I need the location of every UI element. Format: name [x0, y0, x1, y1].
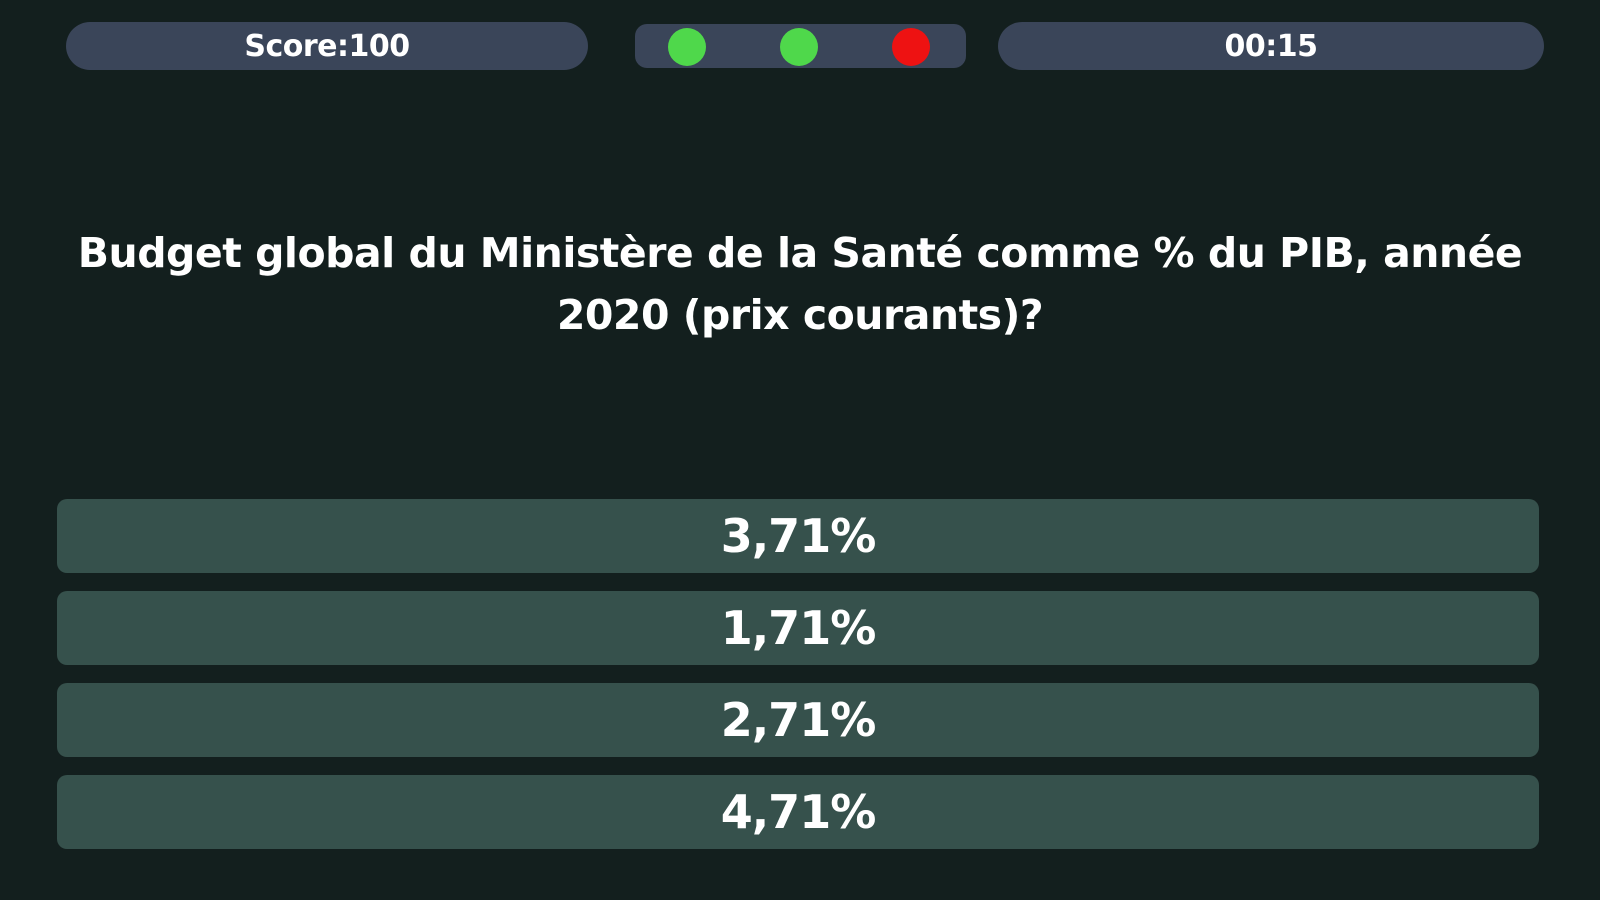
answer-label: 1,71% — [720, 601, 877, 655]
progress-dot-3-wrong — [892, 28, 930, 66]
answer-label: 3,71% — [720, 509, 877, 563]
answer-option-2[interactable]: 1,71% — [57, 591, 1539, 665]
answer-option-1[interactable]: 3,71% — [57, 499, 1539, 573]
progress-tracker — [635, 24, 966, 68]
answer-option-3[interactable]: 2,71% — [57, 683, 1539, 757]
progress-dot-2-correct — [780, 28, 818, 66]
answer-option-4[interactable]: 4,71% — [57, 775, 1539, 849]
score-display: Score:100 — [66, 22, 588, 70]
progress-dot-1-correct — [668, 28, 706, 66]
answer-label: 2,71% — [720, 693, 877, 747]
score-text: Score:100 — [244, 28, 410, 64]
answer-label: 4,71% — [720, 785, 877, 839]
timer-text: 00:15 — [1224, 28, 1319, 64]
question-text: Budget global du Ministère de la Santé c… — [77, 229, 1523, 339]
timer-display: 00:15 — [998, 22, 1544, 70]
